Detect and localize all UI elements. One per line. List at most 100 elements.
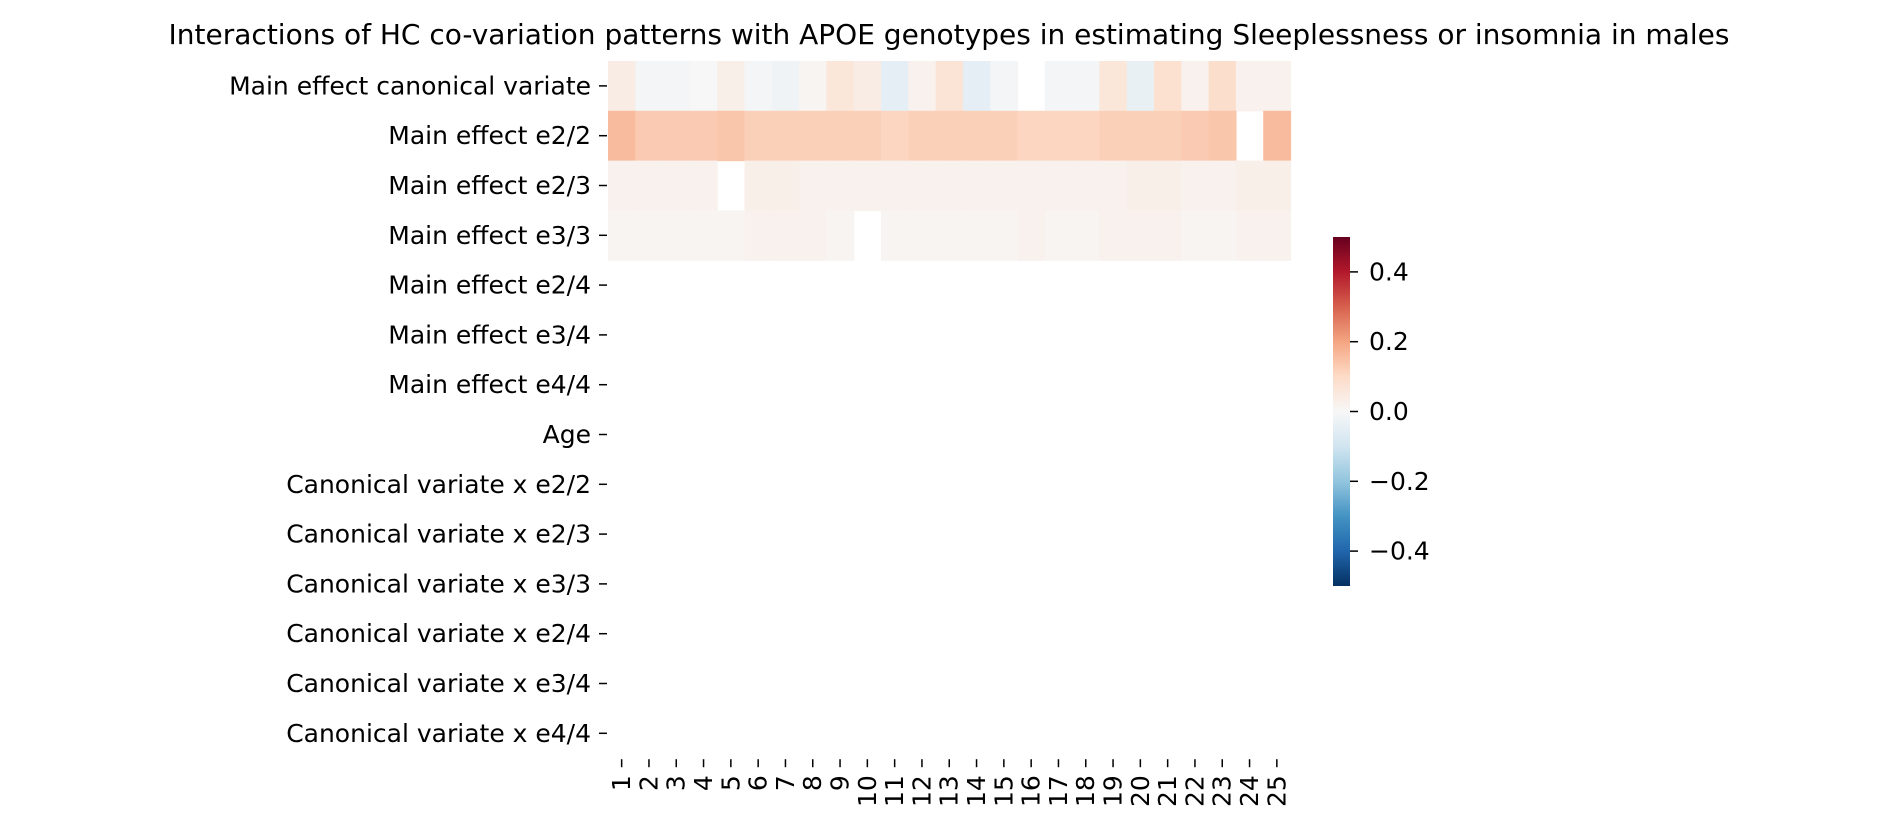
heatmap-cell (881, 160, 909, 211)
y-tick-label: Canonical variate x e2/2 (286, 470, 591, 499)
x-tick-label: 1 (607, 775, 636, 791)
heatmap-cell (1235, 160, 1264, 211)
heatmap-cell (962, 61, 991, 112)
heatmap-cell (662, 160, 691, 211)
heatmap-cell (1181, 61, 1210, 112)
heatmap-cell (1099, 61, 1128, 112)
heatmap-cell (1154, 61, 1182, 112)
heatmap-cell (1208, 210, 1237, 261)
heatmap-cell (1017, 160, 1046, 211)
heatmap-cell (1263, 110, 1292, 162)
heatmap-cell (662, 210, 691, 261)
heatmap-cell (799, 210, 827, 261)
heatmap-cell (635, 61, 664, 112)
heatmap-cell (689, 210, 718, 261)
heatmap-cell (908, 210, 937, 261)
heatmap-cell (1044, 61, 1073, 112)
colorbar-tick-label: 0.4 (1369, 257, 1409, 286)
heatmap-cell (1263, 210, 1292, 261)
x-tick-label: 17 (1044, 775, 1073, 807)
heatmap-cell (1044, 160, 1073, 211)
heatmap-cell (853, 110, 882, 162)
x-tick-label: 20 (1126, 775, 1155, 807)
heatmap-cell (744, 110, 773, 162)
x-tick-label: 8 (798, 775, 827, 791)
heatmap-cell (1099, 110, 1128, 162)
x-tick-label: 19 (1099, 775, 1128, 807)
x-tick-label: 2 (634, 775, 663, 791)
heatmap-cell (935, 61, 964, 112)
y-tick-label: Canonical variate x e4/4 (286, 719, 591, 748)
heatmap-cell (744, 210, 773, 261)
heatmap-cell (1099, 160, 1128, 211)
y-tick-label: Canonical variate x e3/3 (286, 569, 591, 598)
y-tick-label: Canonical variate x e3/4 (286, 669, 591, 698)
heatmap-cells (608, 61, 1292, 261)
x-tick-label: 10 (853, 775, 882, 807)
heatmap-cell (1126, 160, 1155, 211)
heatmap-cell (853, 160, 882, 211)
heatmap-cell (1017, 210, 1046, 261)
heatmap-cell (799, 61, 827, 112)
heatmap-cell (689, 110, 718, 162)
heatmap-cell (744, 61, 773, 112)
heatmap-cell (662, 61, 691, 112)
heatmap-cell (744, 160, 773, 211)
y-tick-label: Canonical variate x e2/4 (286, 619, 591, 648)
heatmap-cell (853, 61, 882, 112)
heatmap-cell (1181, 160, 1210, 211)
x-tick-label: 3 (662, 775, 691, 791)
x-tick-label: 13 (935, 775, 964, 807)
heatmap-cell (826, 61, 855, 112)
heatmap-cell (1208, 160, 1237, 211)
heatmap-cell (1072, 110, 1100, 162)
x-tick-label: 23 (1208, 775, 1237, 807)
heatmap-cell (799, 160, 827, 211)
heatmap-cell (1235, 210, 1264, 261)
x-tick-labels: 1234567891011121314151617181920212223242… (607, 759, 1291, 807)
heatmap-cell (717, 110, 746, 162)
y-tick-labels: Main effect canonical variate Main effect… (229, 71, 607, 748)
heatmap-cell (962, 160, 991, 211)
colorbar-tick-label: −0.2 (1369, 467, 1430, 496)
heatmap-cell (635, 110, 664, 162)
heatmap-cell (1208, 61, 1237, 112)
heatmap-cell (689, 61, 718, 112)
heatmap-cell (1263, 160, 1292, 211)
heatmap-cell (1126, 110, 1155, 162)
heatmap-cell (826, 160, 855, 211)
heatmap-cell (826, 210, 855, 261)
heatmap-cell (1235, 61, 1264, 112)
y-tick-label: Main effect e2/4 (388, 271, 591, 300)
heatmap-cell (608, 110, 636, 162)
heatmap-cell (608, 61, 636, 112)
heatmap-cell (1154, 210, 1182, 261)
heatmap-cell (771, 61, 800, 112)
colorbar-gradient (1333, 237, 1350, 586)
x-tick-label: 9 (826, 775, 855, 791)
heatmap-cell (990, 61, 1019, 112)
y-tick-label: Main effect e4/4 (388, 370, 591, 399)
y-tick-label: Main effect e3/4 (388, 320, 591, 349)
y-tick-label: Main effect canonical variate (229, 71, 591, 100)
heatmap-cell (962, 110, 991, 162)
heatmap-cell (990, 160, 1019, 211)
x-tick-label: 7 (771, 775, 800, 791)
heatmap-cell (1263, 61, 1292, 112)
heatmap-cell (1072, 160, 1100, 211)
x-tick-label: 22 (1180, 775, 1209, 807)
heatmap-cell (935, 210, 964, 261)
y-tick-label: Canonical variate x e2/3 (286, 520, 591, 549)
colorbar-tick-label: 0.0 (1369, 397, 1409, 426)
x-tick-label: 21 (1153, 775, 1182, 807)
heatmap-cell (608, 210, 636, 261)
y-tick-label: Age (543, 420, 591, 449)
heatmap-cell (1072, 210, 1100, 261)
heatmap-cell (717, 61, 746, 112)
heatmap-cell (935, 110, 964, 162)
x-tick-label: 11 (880, 775, 909, 807)
heatmap-cell (635, 160, 664, 211)
heatmap-cell (1044, 210, 1073, 261)
heatmap-cell (881, 110, 909, 162)
